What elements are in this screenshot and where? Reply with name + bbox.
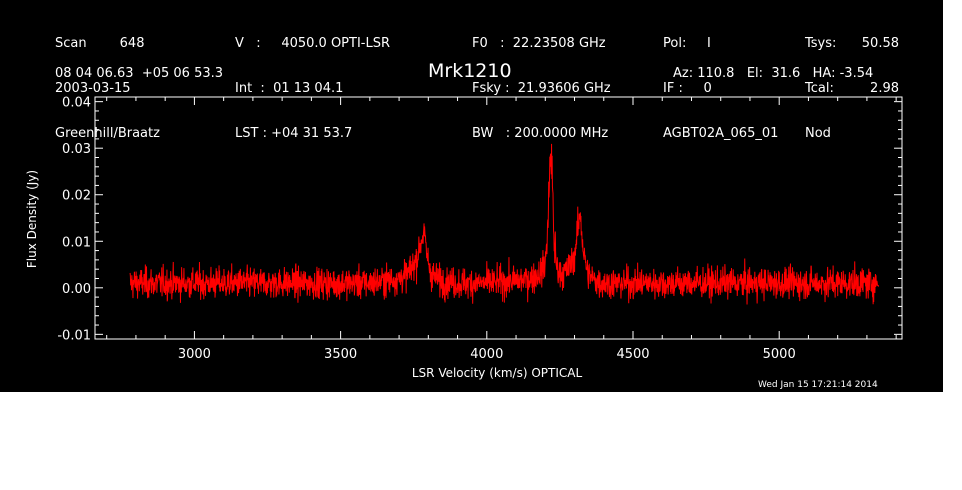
polarization: Pol: I (663, 36, 711, 51)
velocity-info: V : 4050.0 OPTI-LSR Int : 01 13 04.1 LST… (235, 6, 390, 171)
scan-number: Scan 648 (55, 36, 145, 51)
observer: Greenhill/Braatz (55, 126, 160, 141)
x-tick-label: 3000 (178, 347, 211, 362)
x-tick-label: 3500 (324, 347, 357, 362)
plot-frame (94, 96, 903, 340)
switching-mode: Nod (805, 126, 831, 141)
project-id: AGBT02A_065_01 (663, 126, 779, 141)
rest-frequency: F0 : 22.23508 GHz (472, 36, 606, 51)
lst: LST : +04 31 53.7 (235, 126, 353, 141)
y-tick-label: 0.04 (62, 96, 91, 111)
x-tick-label: 5000 (763, 347, 796, 362)
timestamp: Wed Jan 15 17:21:14 2014 (758, 380, 878, 390)
integration-time: Int : 01 13 04.1 (235, 81, 344, 96)
source-coordinates: 08 04 06.63 +05 06 53.3 (55, 66, 224, 81)
tsys-value: 50.58 (861, 36, 899, 51)
x-axis-label: LSR Velocity (km/s) OPTICAL (412, 366, 583, 380)
bandwidth: BW : 200.0000 MHz (472, 126, 609, 141)
tcal-label: Tcal: (805, 81, 834, 96)
receiver-info: Pol: I IF : 0 AGBT02A_065_01 (663, 6, 778, 171)
observation-date: 2003-03-15 (55, 81, 131, 96)
axes-layer: 3000 3500 4000 4500 5000 -0.01 0.00 0.01 0.02 0.0… (57, 96, 903, 362)
tsys-label: Tsys: (805, 36, 837, 51)
y-tick-label: 0.02 (62, 189, 91, 204)
scan-info: Scan 648 2003-03-15 Greenhill/Braatz (55, 6, 160, 171)
x-tick-label: 4000 (470, 347, 503, 362)
system-labels: Tsys: Tcal: Nod (805, 6, 836, 171)
if-number: IF : 0 (663, 81, 712, 96)
x-tick-label: 4500 (616, 347, 649, 362)
y-tick-label: 0.00 (62, 282, 91, 297)
plot-panel: Scan 648 2003-03-15 Greenhill/Braatz V :… (0, 0, 943, 392)
y-tick-label: -0.01 (57, 328, 91, 343)
sky-frequency: Fsky : 21.93606 GHz (472, 81, 611, 96)
frequency-info: F0 : 22.23508 GHz Fsky : 21.93606 GHz BW… (472, 6, 611, 171)
system-values: 50.58 2.98 (845, 6, 899, 126)
pointing-info: Az: 110.8 El: 31.6 HA: -3.54 (673, 66, 874, 81)
source-name: Mrk1210 (428, 60, 512, 82)
velocity: V : 4050.0 OPTI-LSR (235, 36, 391, 51)
y-tick-label: 0.03 (62, 142, 91, 157)
series-layer (129, 143, 880, 305)
y-axis-label: Flux Density (Jy) (25, 170, 39, 268)
tcal-value: 2.98 (870, 81, 899, 96)
spectrum-chart: Flux Density (Jy) LSR Velocity (km/s) OP… (25, 96, 903, 380)
y-tick-label: 0.01 (62, 235, 91, 250)
spectrum-trace (129, 143, 880, 305)
